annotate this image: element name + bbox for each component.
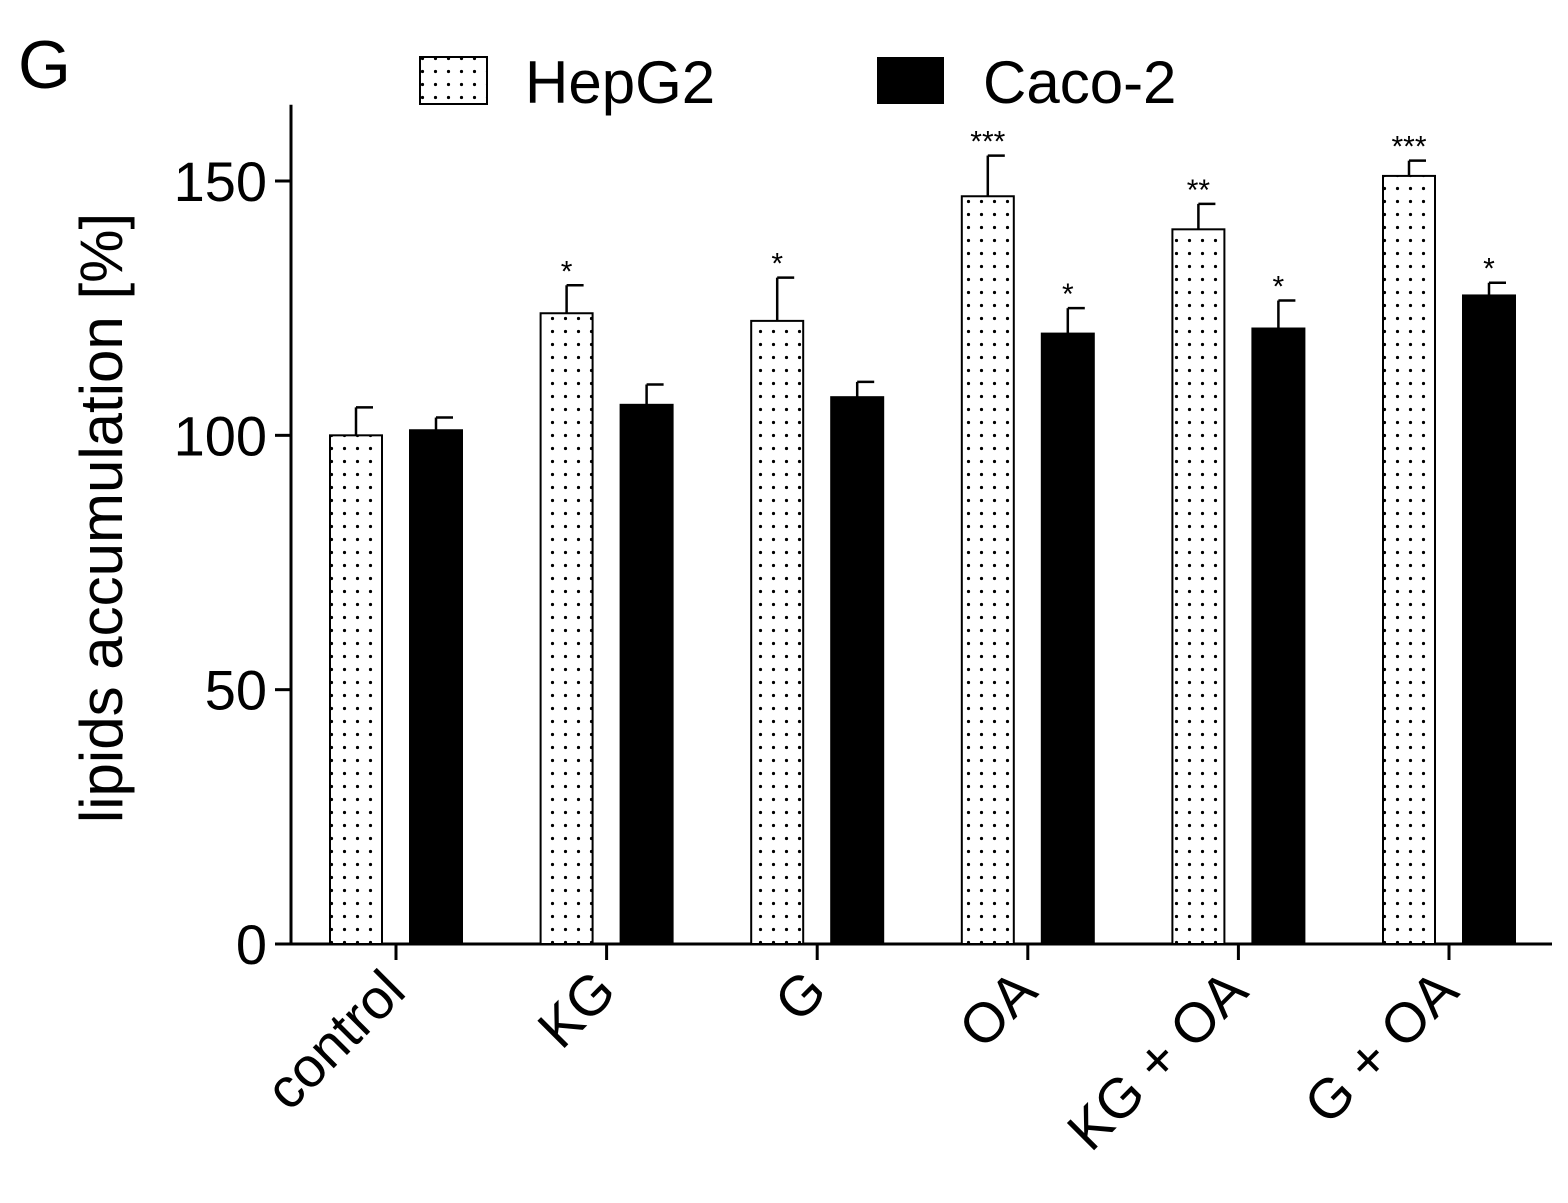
y-axis-label: lipids accumulation [%] bbox=[68, 213, 135, 823]
bar-hepg2-oa bbox=[960, 195, 1015, 945]
significance-hepg2-g: * bbox=[771, 248, 783, 281]
x-tick-label-kg-oa: KG + OA bbox=[1055, 957, 1260, 1162]
bar-caco-2-control bbox=[409, 429, 463, 946]
significance-hepg2-g-oa: *** bbox=[1391, 131, 1426, 164]
bar-caco-2-kg bbox=[619, 403, 674, 945]
bar-caco-2-g bbox=[830, 396, 885, 945]
legend-swatch-hepg2 bbox=[419, 56, 488, 105]
bar-hepg2-control bbox=[329, 434, 383, 945]
x-axis: control KG G OA KG + OA G + OA bbox=[253, 942, 1552, 1162]
bars: * ********** ** bbox=[329, 126, 1516, 946]
legend-label-caco2: Caco-2 bbox=[983, 49, 1176, 116]
bar-hepg2-kg-oa bbox=[1171, 228, 1226, 946]
y-tick-label-0: 0 bbox=[236, 913, 267, 976]
legend-label-hepg2: HepG2 bbox=[525, 49, 715, 116]
x-tick-label-control: control bbox=[253, 958, 416, 1121]
x-tick-label-oa: OA bbox=[947, 957, 1049, 1059]
bar-hepg2-g bbox=[750, 319, 805, 945]
x-tick-label-kg: KG bbox=[525, 958, 627, 1060]
significance-caco-2-oa: * bbox=[1062, 278, 1074, 311]
bar-caco-2-kg-oa bbox=[1251, 327, 1306, 946]
y-axis: 0 50 100 150 bbox=[174, 104, 293, 976]
significance-hepg2-kg: * bbox=[561, 255, 573, 288]
x-tick-label-g-oa: G + OA bbox=[1292, 957, 1470, 1135]
bar-caco-2-g-oa bbox=[1462, 294, 1516, 945]
x-tick-label-g: G bbox=[762, 958, 837, 1033]
legend-swatch-caco2 bbox=[877, 57, 944, 104]
significance-hepg2-kg-oa: ** bbox=[1187, 174, 1211, 207]
bar-caco-2-oa bbox=[1040, 332, 1095, 946]
panel-label: G bbox=[18, 27, 71, 103]
bar-hepg2-kg bbox=[539, 312, 594, 945]
significance-caco-2-g-oa: * bbox=[1483, 253, 1495, 286]
significance-hepg2-oa: *** bbox=[970, 126, 1005, 159]
y-tick-label-150: 150 bbox=[174, 150, 267, 213]
y-tick-label-100: 100 bbox=[174, 404, 267, 467]
bar-hepg2-g-oa bbox=[1382, 174, 1436, 945]
legend: HepG2 Caco-2 bbox=[419, 49, 1176, 116]
y-tick-label-50: 50 bbox=[205, 659, 267, 722]
significance-caco-2-kg-oa: * bbox=[1273, 271, 1285, 304]
